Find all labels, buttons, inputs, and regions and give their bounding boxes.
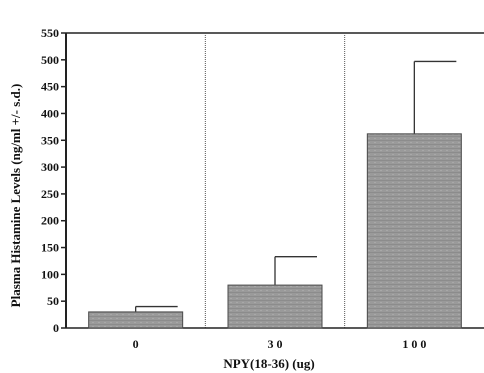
y-tick-label: 150: [41, 241, 59, 255]
bar: [227, 284, 323, 329]
y-tick-label: 200: [41, 214, 59, 228]
bar: [366, 133, 462, 329]
y-tick-label: 250: [41, 187, 59, 201]
y-tick-label: 500: [41, 53, 59, 67]
y-tick-label: 450: [41, 80, 59, 94]
x-tick-label: 0: [133, 337, 139, 351]
bar: [88, 311, 184, 329]
x-tick-label: 1 0 0: [402, 337, 426, 351]
y-tick-label: 400: [41, 106, 59, 120]
y-tick-label: 300: [41, 160, 59, 174]
y-tick-label: 100: [41, 267, 59, 281]
y-tick-label: 0: [53, 321, 59, 335]
plot-area: 0 50 100 150 200 250 300 350 400 450 500 550 0 3 0 1 0…: [41, 26, 484, 351]
x-tick-label: 3 0: [268, 337, 283, 351]
y-tick-label: 550: [41, 26, 59, 40]
y-tick-label: 350: [41, 133, 59, 147]
x-axis-title: NPY(18-36) (ug): [223, 356, 314, 371]
y-tick-label: 50: [47, 294, 59, 308]
y-axis-title: Plasma Histamine Levels (ng/ml +/- s.d.): [8, 84, 23, 308]
